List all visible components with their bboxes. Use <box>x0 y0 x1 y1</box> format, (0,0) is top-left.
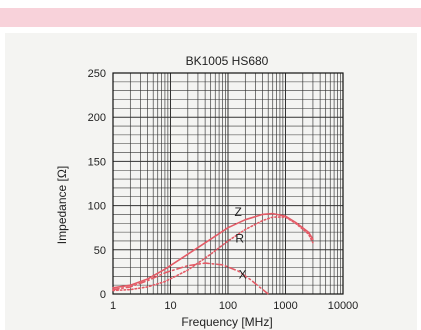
plot-frame <box>112 72 344 295</box>
x-tick-label: 1 <box>110 300 116 312</box>
y-tick-label: 250 <box>88 68 106 80</box>
y-tick-label: 200 <box>88 112 106 124</box>
y-tick-label: 0 <box>100 289 106 301</box>
curve-labels: ZR X <box>234 205 246 282</box>
curve-label-z: Z <box>234 205 241 219</box>
series-line-x <box>112 262 270 295</box>
curve-label-r: R <box>235 231 244 245</box>
curve-label-x: X <box>239 268 247 282</box>
y-tick-labels: 0 50 100 150 200 250 <box>88 68 106 301</box>
x-tick-label: 10 <box>164 300 176 312</box>
x-tick-label: 100 <box>219 300 237 312</box>
x-tick-label: 10000 <box>328 300 359 312</box>
series-line-r <box>112 216 314 292</box>
x-tick-labels: 1 10 100 1000 10000 <box>110 300 358 312</box>
top-banner <box>0 8 421 27</box>
y-tick-label: 150 <box>88 156 106 168</box>
x-axis-label: Frequency [MHz] <box>181 315 272 329</box>
grid-layer <box>113 73 343 294</box>
chart-title: BK1005 HS680 <box>186 54 269 68</box>
y-axis-label: Impedance [Ω] <box>55 166 69 244</box>
x-tick-label: 1000 <box>273 300 297 312</box>
series-layer <box>112 212 314 295</box>
y-tick-label: 50 <box>94 245 106 257</box>
y-tick-label: 100 <box>88 201 106 213</box>
